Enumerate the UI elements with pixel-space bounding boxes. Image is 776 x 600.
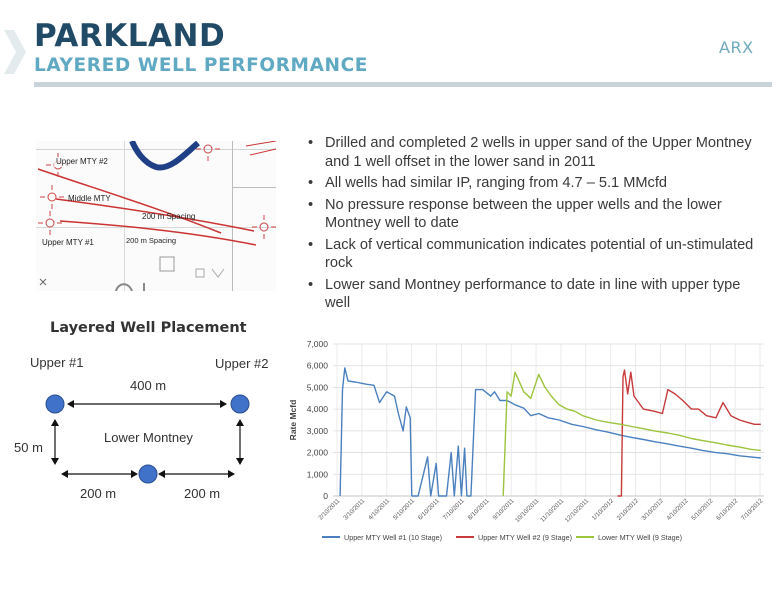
label-200m-right: 200 m — [184, 486, 220, 501]
x-tick-label: 2/10/2012 — [616, 497, 641, 522]
chart-series — [339, 367, 761, 497]
x-tick-label: 12/10/2011 — [564, 497, 591, 524]
chevron-icon — [4, 30, 26, 74]
y-tick-label: 2,000 — [307, 448, 329, 458]
x-tick-label: 11/10/2011 — [539, 497, 566, 524]
label-50m: 50 m — [14, 440, 43, 455]
x-tick-label: 8/10/2011 — [467, 497, 491, 521]
company-logo: ARX — [719, 38, 754, 57]
well-dot-upper-2 — [230, 394, 250, 414]
x-tick-label: 4/10/2012 — [665, 497, 690, 522]
label-200m-left: 200 m — [80, 486, 116, 501]
chart-axes: 0 1,000 2,000 3,000 4,000 5,000 6,000 7,000 Rate… — [288, 339, 765, 524]
y-axis-title: Rate Mcfd — [288, 400, 298, 441]
legend-entry-2: Upper MTY Well #2 (9 Stage) — [478, 533, 572, 542]
map-label-middle-mty: Middle MTY — [68, 194, 111, 203]
y-tick-label: 5,000 — [307, 382, 329, 392]
well-dot-upper-1 — [45, 394, 65, 414]
x-tick-label: 6/10/2011 — [417, 497, 441, 521]
header-divider — [34, 82, 772, 87]
series-line-3 — [502, 371, 761, 497]
bullet-item: • Lower sand Montney performance to date … — [308, 276, 741, 312]
summary-bullets: • Drilled and completed 2 wells in upper … — [308, 134, 768, 316]
bullet-item: • Lack of vertical communication indicate… — [308, 236, 754, 272]
label-upper-2: Upper #2 — [215, 356, 268, 371]
legend-entry-3: Lower MTY Well (9 Stage) — [598, 533, 682, 542]
x-tick-label: 2/10/2011 — [317, 497, 341, 521]
map-label-spacing-upper: 200 m Spacing — [142, 212, 195, 221]
production-chart: 0 1,000 2,000 3,000 4,000 5,000 6,000 7,000 Rate… — [288, 339, 765, 542]
x-tick-label: 5/10/2012 — [690, 497, 715, 522]
bullet-item: • No pressure response between the upper … — [308, 196, 722, 232]
placement-title: Layered Well Placement — [50, 320, 247, 336]
bullet-item: • All wells had similar IP, ranging from … — [308, 175, 668, 191]
page-title: PARKLAND — [34, 18, 226, 54]
y-tick-label: 0 — [323, 491, 328, 501]
well-map: Upper MTY #2 Middle MTY 200 m Spacing 20… — [36, 141, 276, 291]
y-tick-label: 7,000 — [307, 339, 329, 349]
x-tick-label: 4/10/2011 — [367, 497, 391, 521]
page-subtitle: LAYERED WELL PERFORMANCE — [34, 55, 368, 76]
x-tick-label: 1/10/2012 — [591, 497, 616, 522]
well-placement-diagram: Upper #1 Upper #2 400 m Lower Montney 50… — [14, 355, 268, 501]
x-tick-label: 7/10/2012 — [740, 497, 765, 522]
series-line-1 — [339, 367, 761, 497]
legend-entry-1: Upper MTY Well #1 (10 Stage) — [344, 533, 442, 542]
bullet-item: • Drilled and completed 2 wells in upper … — [308, 135, 752, 170]
well-dot-lower — [138, 464, 158, 484]
label-400m: 400 m — [130, 378, 166, 393]
x-tick-label: 3/10/2011 — [342, 497, 366, 521]
map-label-spacing-lower: 200 m Spacing — [126, 236, 176, 245]
x-tick-label: 3/10/2012 — [640, 497, 665, 522]
series-line-2 — [617, 369, 761, 497]
y-tick-label: 4,000 — [307, 404, 329, 414]
chart-grid — [333, 343, 764, 497]
y-tick-label: 6,000 — [307, 361, 329, 371]
river — [129, 141, 200, 171]
label-lower-montney: Lower Montney — [104, 430, 193, 445]
map-label-upper-mty-2: Upper MTY #2 — [56, 157, 108, 166]
x-tick-label: 6/10/2012 — [715, 497, 740, 522]
chart-legend: Upper MTY Well #1 (10 Stage) Upper MTY We… — [322, 533, 682, 542]
y-tick-label: 3,000 — [307, 426, 329, 436]
x-tick-label: 9/10/2011 — [491, 497, 515, 521]
label-upper-1: Upper #1 — [30, 355, 83, 370]
map-label-upper-mty-1: Upper MTY #1 — [42, 238, 94, 247]
x-tick-label: 7/10/2011 — [442, 497, 466, 521]
x-tick-label: 10/10/2011 — [514, 497, 541, 524]
x-tick-label: 5/10/2011 — [392, 497, 416, 521]
y-tick-label: 1,000 — [307, 469, 329, 479]
